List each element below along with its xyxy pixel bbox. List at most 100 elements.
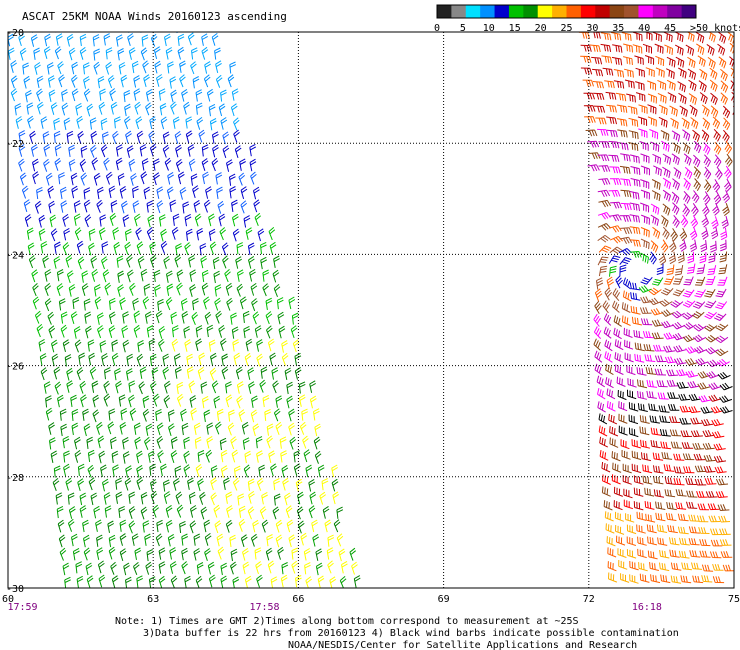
wind-barb [181,533,189,546]
wind-barb [79,492,87,506]
wind-barb [253,199,260,213]
wind-barb [297,491,304,505]
wind-barb [125,228,132,241]
legend-swatch [552,5,567,18]
wind-barb [86,103,94,117]
wind-barb [126,145,134,158]
wind-barb [63,450,70,463]
wind-barb [163,255,170,269]
wind-barb [36,88,43,102]
wind-barb [233,117,240,131]
legend-swatch [624,5,639,18]
wind-barb [158,88,166,101]
wind-barb [719,382,733,391]
wind-barb [609,246,623,255]
wind-barb [238,409,246,423]
legend-swatch [494,5,510,18]
wind-barb [289,436,297,450]
wind-barb [311,519,318,533]
legend-label: >50 knots [690,23,740,34]
wind-barb [705,346,719,355]
wind-barb [165,47,173,60]
legend-label: 35 [612,23,624,34]
wind-barb [661,451,673,460]
wind-barb [27,115,34,129]
wind-barb [275,534,283,548]
wind-barb [669,549,680,558]
wind-barb [672,202,680,215]
wind-barb [139,144,147,157]
wind-barb [650,427,662,436]
wind-barb [188,158,196,172]
wind-barb [711,216,719,230]
wind-barb [177,46,185,60]
wind-barb [336,506,344,519]
wind-barb [180,298,188,311]
wind-barb [184,242,191,256]
wind-barb [56,269,64,282]
wind-barb [608,140,620,149]
wind-barb [641,214,650,225]
wind-barb [188,491,196,505]
wind-barb [226,297,233,311]
wind-barb [32,296,40,310]
wind-barb [143,186,151,200]
wind-barb [672,214,680,228]
wind-barb [671,153,680,166]
wind-barb [640,227,650,238]
wind-barb [60,324,68,338]
wind-barb [18,143,26,157]
wind-barb [605,363,614,376]
wind-barb [616,118,628,127]
wind-barb [142,395,150,408]
wind-barb [594,363,603,376]
wind-barb [149,353,157,367]
wind-barb [704,289,716,298]
wind-barb [115,491,123,504]
wind-barb [647,80,657,91]
wind-barb [708,382,722,390]
wind-barb [217,200,225,214]
wind-barb [233,352,241,366]
wind-barb [192,76,200,89]
wind-barb [243,325,251,339]
wind-barb [247,478,255,491]
wind-barb [293,463,301,477]
wind-barb [618,559,628,570]
wind-barb [640,189,650,200]
wind-barb [29,130,36,144]
wind-barb [214,47,221,60]
wind-barb [699,92,708,105]
wind-barb [132,185,139,198]
wind-barb [698,527,710,534]
wind-barb [211,380,219,394]
wind-barb [601,461,611,473]
wind-barb [585,129,598,137]
wind-barb [629,214,640,223]
wind-barb [53,130,61,143]
wind-barb [234,465,241,478]
wind-barb [140,268,148,282]
wind-barb [709,240,717,253]
wind-barb [713,154,722,168]
wind-barb [611,451,621,462]
wind-barb [598,413,608,425]
legend-border [436,4,697,19]
wind-barb [682,453,695,461]
wind-barb [242,310,250,323]
wind-barb [319,491,326,505]
wind-barb [683,322,697,330]
wind-barb [682,203,690,217]
wind-barb [173,353,181,366]
wind-barb [179,186,187,200]
wind-barb [645,367,657,375]
wind-barb [606,104,617,113]
wind-barb [241,421,249,435]
wind-barb [694,289,706,298]
wind-barb [156,435,164,449]
wind-barb [250,409,258,423]
wind-barb [138,381,145,395]
wind-barb [660,288,674,296]
wind-barb [239,296,247,310]
wind-barb [710,92,718,105]
